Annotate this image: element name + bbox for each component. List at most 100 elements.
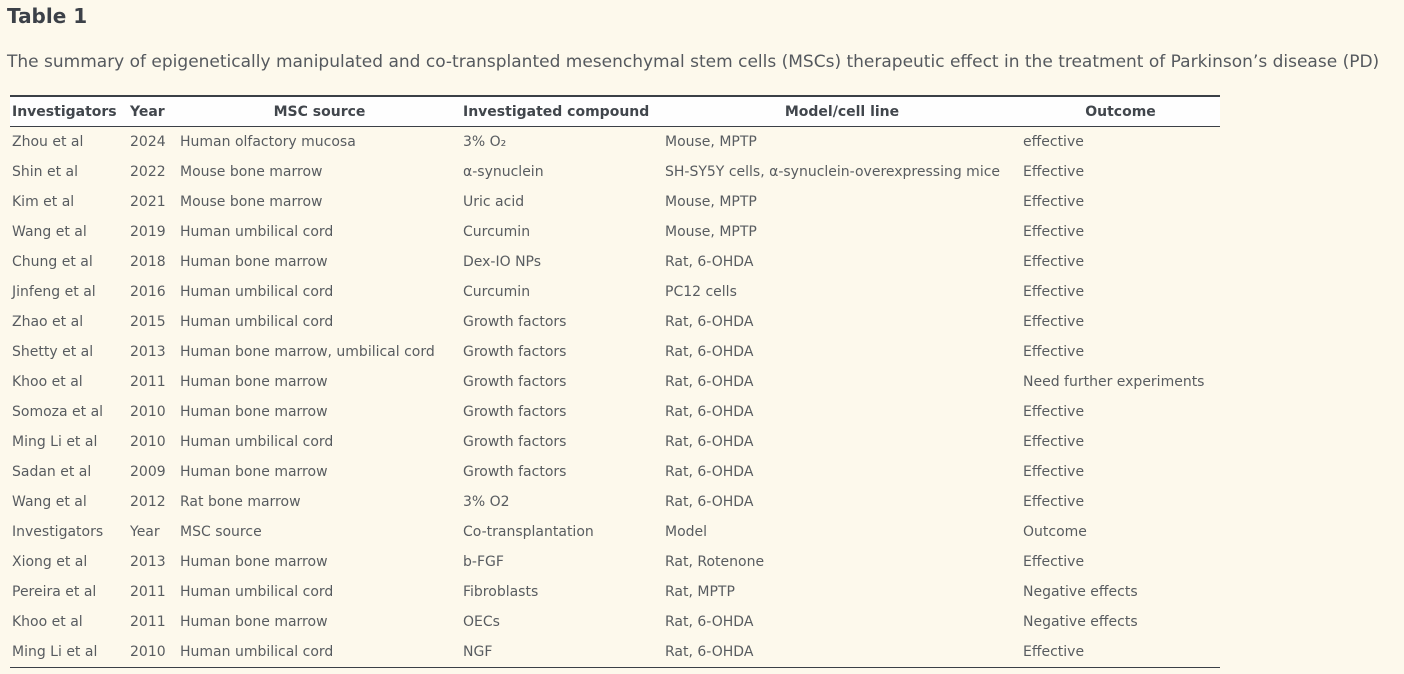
table-cell: Rat, 6-OHDA: [665, 644, 754, 660]
table-row: Pereira et al 2011 Human umbilical cord Fib…: [10, 577, 1220, 607]
table-cell: Growth factors: [463, 434, 567, 450]
table-cell: Mouse, MPTP: [665, 224, 757, 240]
table-cell: Wang et al: [12, 224, 87, 240]
table-cell: Effective: [1023, 284, 1085, 300]
table-cell: b-FGF: [463, 554, 504, 570]
table-row: Shetty et al 2013 Human bone marrow, umbil…: [10, 337, 1220, 367]
table-cell: Jinfeng et al: [12, 284, 96, 300]
table-cell: Khoo et al: [12, 374, 83, 390]
table-cell: Human olfactory mucosa: [180, 134, 356, 150]
table-cell: Rat, 6-OHDA: [665, 404, 754, 420]
table-row: Khoo et al 2011 Human bone marrow Growth fa…: [10, 367, 1220, 397]
table-row: Sadan et al 2009 Human bone marrow Growth f…: [10, 457, 1220, 487]
table-cell: Effective: [1023, 404, 1085, 420]
table-row: Kim et al 2021 Mouse bone marrow Uric acid M…: [10, 187, 1220, 217]
table-cell: α-synuclein: [463, 164, 544, 180]
table-cell: Effective: [1023, 194, 1085, 210]
table-cell: 2015: [130, 314, 166, 330]
table-cell: Investigators: [12, 524, 104, 540]
table-cell: Effective: [1023, 164, 1085, 180]
table-cell: Human umbilical cord: [180, 284, 334, 300]
table-cell: Human umbilical cord: [180, 224, 334, 240]
table-title: Table 1: [7, 4, 88, 28]
table-cell: Human bone marrow, umbilical cord: [180, 344, 435, 360]
table-cell: Effective: [1023, 644, 1085, 660]
table-cell: Rat bone marrow: [180, 494, 301, 510]
table-cell: 2019: [130, 224, 166, 240]
table-caption: The summary of epigenetically manipulate…: [7, 52, 1380, 72]
table-cell: Effective: [1023, 344, 1085, 360]
table-cell: Curcumin: [463, 224, 531, 240]
table-cell: Model: [665, 524, 708, 540]
table-row: Investigators Year MSC source Co-transplant…: [10, 517, 1220, 547]
table-cell: Mouse bone marrow: [180, 164, 323, 180]
table-cell: Human umbilical cord: [180, 314, 334, 330]
table-cell: Rat, Rotenone: [665, 554, 765, 570]
table-cell: Effective: [1023, 434, 1085, 450]
table-cell: Somoza et al: [12, 404, 104, 420]
table-cell: Ming Li et al: [12, 434, 98, 450]
table-cell: Fibroblasts: [463, 584, 539, 600]
table-cell: Rat, 6-OHDA: [665, 434, 754, 450]
table-cell: effective: [1023, 134, 1084, 150]
table-cell: Zhou et al: [12, 134, 84, 150]
table-cell: 2009: [130, 464, 166, 480]
table-body: Zhou et al 2024 Human olfactory mucosa 3% O…: [10, 127, 1220, 668]
table-cell: Growth factors: [463, 404, 567, 420]
table-cell: 2011: [130, 584, 166, 600]
table-cell: Mouse bone marrow: [180, 194, 323, 210]
table-cell: Growth factors: [463, 314, 567, 330]
table-cell: Human bone marrow: [180, 374, 328, 390]
table-cell: 2016: [130, 284, 166, 300]
table-row: Somoza et al 2010 Human bone marrow Growth …: [10, 397, 1220, 427]
table-cell: Rat, 6-OHDA: [665, 494, 754, 510]
table-cell: Human bone marrow: [180, 464, 328, 480]
table-cell: Rat, 6-OHDA: [665, 314, 754, 330]
table-cell: Sadan et al: [12, 464, 92, 480]
table-cell: Rat, 6-OHDA: [665, 344, 754, 360]
table-cell: Need further experiments: [1023, 374, 1205, 390]
table-cell: Rat, MPTP: [665, 584, 735, 600]
table-cell: Wang et al: [12, 494, 87, 510]
table-cell: Rat, 6-OHDA: [665, 254, 754, 270]
table-cell: Effective: [1023, 464, 1085, 480]
table-cell: Mouse, MPTP: [665, 134, 757, 150]
table-cell: 2013: [130, 554, 166, 570]
table-row: Jinfeng et al 2016 Human umbilical cord Cur…: [10, 277, 1220, 307]
table-cell: Effective: [1023, 494, 1085, 510]
table-row: Wang et al 2019 Human umbilical cord Curcum…: [10, 217, 1220, 247]
table-cell: Dex-IO NPs: [463, 254, 542, 270]
table-row: Khoo et al 2011 Human bone marrow OECs Rat, …: [10, 607, 1220, 637]
table-cell: Kim et al: [12, 194, 75, 210]
table-cell: Rat, 6-OHDA: [665, 464, 754, 480]
table-cell: Chung et al: [12, 254, 93, 270]
table-cell: Uric acid: [463, 194, 525, 210]
table-cell: 2022: [130, 164, 166, 180]
table-header-row: Investigators Year MSC source Investigat…: [10, 96, 1220, 127]
table-row: Zhou et al 2024 Human olfactory mucosa 3% O…: [10, 127, 1220, 158]
table-cell: Effective: [1023, 254, 1085, 270]
table-cell: NGF: [463, 644, 493, 660]
column-header-model-cell-line: Model/cell line: [784, 103, 900, 120]
table-row: Wang et al 2012 Rat bone marrow 3% O2 Rat, 6…: [10, 487, 1220, 517]
table-cell: Effective: [1023, 554, 1085, 570]
table-cell: Human bone marrow: [180, 554, 328, 570]
table-cell: Human bone marrow: [180, 614, 328, 630]
table-cell: SH-SY5Y cells, α-synuclein-overexpressin…: [665, 164, 1001, 180]
table-cell: 2021: [130, 194, 166, 210]
table-cell: Effective: [1023, 314, 1085, 330]
table-cell: Year: [130, 524, 160, 540]
table-row: Xiong et al 2013 Human bone marrow b-FGF Rat…: [10, 547, 1220, 577]
table-cell: Negative effects: [1023, 614, 1138, 630]
table-cell: 2010: [130, 644, 166, 660]
table-row: Shin et al 2022 Mouse bone marrow α-synucle…: [10, 157, 1220, 187]
table-cell: PC12 cells: [665, 284, 737, 300]
table-header: Investigators Year MSC source Investigat…: [10, 96, 1220, 127]
table-cell: 2013: [130, 344, 166, 360]
table-cell: Outcome: [1023, 524, 1087, 540]
table-row: Zhao et al 2015 Human umbilical cord Growth…: [10, 307, 1220, 337]
table-cell: MSC source: [180, 524, 262, 540]
table-cell: Ming Li et al: [12, 644, 98, 660]
table-cell: Rat, 6-OHDA: [665, 374, 754, 390]
